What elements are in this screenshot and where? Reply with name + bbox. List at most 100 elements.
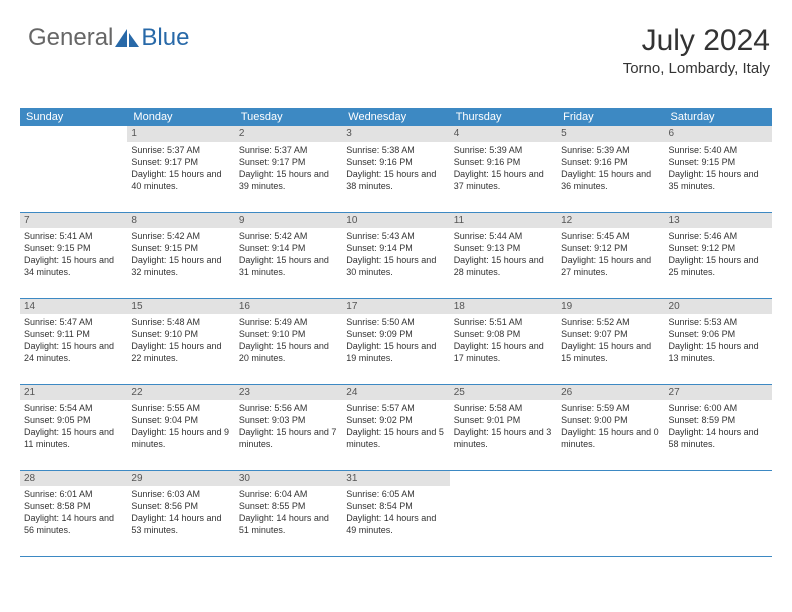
day-info: Sunrise: 5:59 AMSunset: 9:00 PMDaylight:… — [561, 402, 660, 451]
sunrise-text: Sunrise: 5:39 AM — [454, 144, 553, 156]
day-info: Sunrise: 5:57 AMSunset: 9:02 PMDaylight:… — [346, 402, 445, 451]
day-info: Sunrise: 5:53 AMSunset: 9:06 PMDaylight:… — [669, 316, 768, 365]
day-number: 13 — [665, 213, 772, 229]
sunrise-text: Sunrise: 6:01 AM — [24, 488, 123, 500]
sunset-text: Sunset: 9:15 PM — [131, 242, 230, 254]
day-number: 14 — [20, 299, 127, 315]
day-info: Sunrise: 5:42 AMSunset: 9:15 PMDaylight:… — [131, 230, 230, 279]
sunset-text: Sunset: 9:12 PM — [669, 242, 768, 254]
daylight-text: Daylight: 14 hours and 56 minutes. — [24, 512, 123, 536]
sunrise-text: Sunrise: 5:58 AM — [454, 402, 553, 414]
day-number: 27 — [665, 385, 772, 401]
calendar-cell: 28Sunrise: 6:01 AMSunset: 8:58 PMDayligh… — [20, 470, 127, 556]
day-number: 28 — [20, 471, 127, 487]
calendar-cell: 22Sunrise: 5:55 AMSunset: 9:04 PMDayligh… — [127, 384, 234, 470]
calendar-cell: 2Sunrise: 5:37 AMSunset: 9:17 PMDaylight… — [235, 126, 342, 212]
sunrise-text: Sunrise: 5:49 AM — [239, 316, 338, 328]
daylight-text: Daylight: 15 hours and 7 minutes. — [239, 426, 338, 450]
calendar-header: SundayMondayTuesdayWednesdayThursdayFrid… — [20, 108, 772, 126]
day-number: 20 — [665, 299, 772, 315]
sunset-text: Sunset: 8:58 PM — [24, 500, 123, 512]
calendar-cell: 25Sunrise: 5:58 AMSunset: 9:01 PMDayligh… — [450, 384, 557, 470]
sunset-text: Sunset: 9:14 PM — [239, 242, 338, 254]
sunset-text: Sunset: 8:56 PM — [131, 500, 230, 512]
sunrise-text: Sunrise: 5:50 AM — [346, 316, 445, 328]
sunset-text: Sunset: 9:00 PM — [561, 414, 660, 426]
sunset-text: Sunset: 9:11 PM — [24, 328, 123, 340]
calendar-cell: 3Sunrise: 5:38 AMSunset: 9:16 PMDaylight… — [342, 126, 449, 212]
day-number: 8 — [127, 213, 234, 229]
daylight-text: Daylight: 15 hours and 32 minutes. — [131, 254, 230, 278]
sunrise-text: Sunrise: 5:39 AM — [561, 144, 660, 156]
sunset-text: Sunset: 9:07 PM — [561, 328, 660, 340]
daylight-text: Daylight: 15 hours and 40 minutes. — [131, 168, 230, 192]
day-number: 19 — [557, 299, 664, 315]
daylight-text: Daylight: 15 hours and 17 minutes. — [454, 340, 553, 364]
day-info: Sunrise: 5:37 AMSunset: 9:17 PMDaylight:… — [239, 144, 338, 193]
calendar-cell: 14Sunrise: 5:47 AMSunset: 9:11 PMDayligh… — [20, 298, 127, 384]
sunrise-text: Sunrise: 6:05 AM — [346, 488, 445, 500]
day-info: Sunrise: 5:58 AMSunset: 9:01 PMDaylight:… — [454, 402, 553, 451]
calendar-cell: 17Sunrise: 5:50 AMSunset: 9:09 PMDayligh… — [342, 298, 449, 384]
day-number: 7 — [20, 213, 127, 229]
day-info: Sunrise: 5:39 AMSunset: 9:16 PMDaylight:… — [454, 144, 553, 193]
day-info: Sunrise: 5:42 AMSunset: 9:14 PMDaylight:… — [239, 230, 338, 279]
calendar-cell: 4Sunrise: 5:39 AMSunset: 9:16 PMDaylight… — [450, 126, 557, 212]
day-info: Sunrise: 5:40 AMSunset: 9:15 PMDaylight:… — [669, 144, 768, 193]
calendar-cell: 11Sunrise: 5:44 AMSunset: 9:13 PMDayligh… — [450, 212, 557, 298]
sunrise-text: Sunrise: 5:40 AM — [669, 144, 768, 156]
day-info: Sunrise: 5:48 AMSunset: 9:10 PMDaylight:… — [131, 316, 230, 365]
daylight-text: Daylight: 15 hours and 20 minutes. — [239, 340, 338, 364]
sunset-text: Sunset: 9:17 PM — [239, 156, 338, 168]
calendar-cell — [665, 470, 772, 556]
sunset-text: Sunset: 9:10 PM — [131, 328, 230, 340]
daylight-text: Daylight: 15 hours and 0 minutes. — [561, 426, 660, 450]
sunset-text: Sunset: 9:12 PM — [561, 242, 660, 254]
sunrise-text: Sunrise: 5:42 AM — [239, 230, 338, 242]
day-info: Sunrise: 5:39 AMSunset: 9:16 PMDaylight:… — [561, 144, 660, 193]
weekday-header: Friday — [557, 108, 664, 126]
sunset-text: Sunset: 9:16 PM — [346, 156, 445, 168]
daylight-text: Daylight: 14 hours and 53 minutes. — [131, 512, 230, 536]
daylight-text: Daylight: 15 hours and 19 minutes. — [346, 340, 445, 364]
sunrise-text: Sunrise: 5:38 AM — [346, 144, 445, 156]
calendar-cell: 16Sunrise: 5:49 AMSunset: 9:10 PMDayligh… — [235, 298, 342, 384]
calendar-cell: 10Sunrise: 5:43 AMSunset: 9:14 PMDayligh… — [342, 212, 449, 298]
weekday-header: Saturday — [665, 108, 772, 126]
calendar-table: SundayMondayTuesdayWednesdayThursdayFrid… — [20, 108, 772, 557]
calendar-cell: 30Sunrise: 6:04 AMSunset: 8:55 PMDayligh… — [235, 470, 342, 556]
calendar-cell: 13Sunrise: 5:46 AMSunset: 9:12 PMDayligh… — [665, 212, 772, 298]
calendar-cell: 27Sunrise: 6:00 AMSunset: 8:59 PMDayligh… — [665, 384, 772, 470]
sunset-text: Sunset: 9:05 PM — [24, 414, 123, 426]
day-number: 24 — [342, 385, 449, 401]
weekday-header: Sunday — [20, 108, 127, 126]
day-info: Sunrise: 5:52 AMSunset: 9:07 PMDaylight:… — [561, 316, 660, 365]
weekday-header: Tuesday — [235, 108, 342, 126]
day-number: 23 — [235, 385, 342, 401]
calendar-cell: 7Sunrise: 5:41 AMSunset: 9:15 PMDaylight… — [20, 212, 127, 298]
day-info: Sunrise: 5:51 AMSunset: 9:08 PMDaylight:… — [454, 316, 553, 365]
daylight-text: Daylight: 15 hours and 38 minutes. — [346, 168, 445, 192]
sunset-text: Sunset: 8:54 PM — [346, 500, 445, 512]
sunset-text: Sunset: 9:03 PM — [239, 414, 338, 426]
daylight-text: Daylight: 15 hours and 35 minutes. — [669, 168, 768, 192]
calendar-cell — [20, 126, 127, 212]
sunset-text: Sunset: 9:04 PM — [131, 414, 230, 426]
sunset-text: Sunset: 9:17 PM — [131, 156, 230, 168]
sunrise-text: Sunrise: 5:48 AM — [131, 316, 230, 328]
day-info: Sunrise: 5:44 AMSunset: 9:13 PMDaylight:… — [454, 230, 553, 279]
sunrise-text: Sunrise: 6:03 AM — [131, 488, 230, 500]
day-number: 25 — [450, 385, 557, 401]
daylight-text: Daylight: 15 hours and 11 minutes. — [24, 426, 123, 450]
day-info: Sunrise: 5:41 AMSunset: 9:15 PMDaylight:… — [24, 230, 123, 279]
day-number: 10 — [342, 213, 449, 229]
sunset-text: Sunset: 9:01 PM — [454, 414, 553, 426]
sunrise-text: Sunrise: 5:37 AM — [239, 144, 338, 156]
location-label: Torno, Lombardy, Italy — [623, 60, 770, 77]
daylight-text: Daylight: 14 hours and 51 minutes. — [239, 512, 338, 536]
daylight-text: Daylight: 15 hours and 25 minutes. — [669, 254, 768, 278]
day-info: Sunrise: 5:50 AMSunset: 9:09 PMDaylight:… — [346, 316, 445, 365]
calendar-cell: 1Sunrise: 5:37 AMSunset: 9:17 PMDaylight… — [127, 126, 234, 212]
calendar-cell — [450, 470, 557, 556]
logo: General Blue — [28, 24, 189, 52]
